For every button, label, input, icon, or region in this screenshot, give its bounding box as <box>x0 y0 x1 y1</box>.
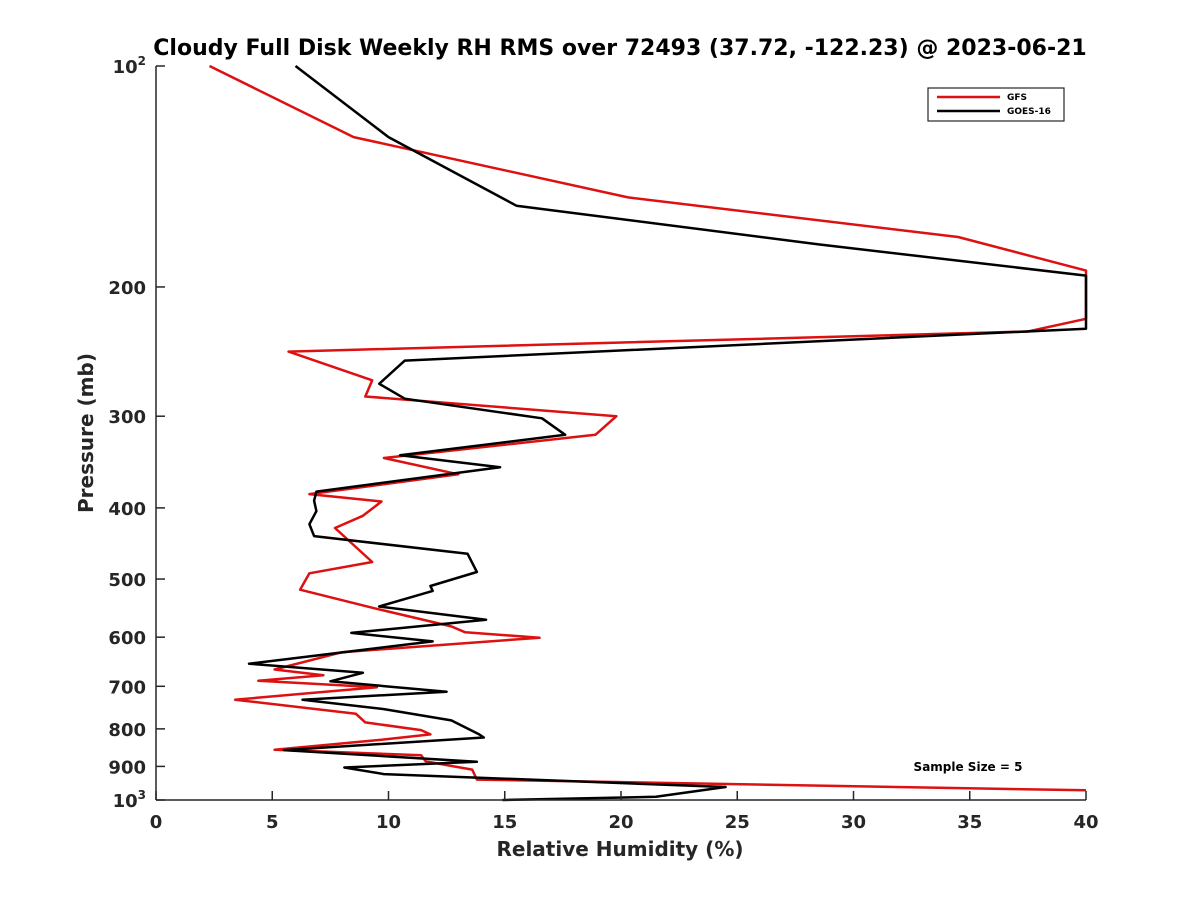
plot-lines <box>208 64 1088 802</box>
y-tick-label: 700 <box>108 677 146 698</box>
legend-box <box>927 87 1065 122</box>
x-tick-label: 35 <box>957 812 982 833</box>
x-tick-label: 0 <box>150 812 163 833</box>
y-tick-label: 900 <box>108 757 146 778</box>
y-tick-label: 200 <box>108 278 146 299</box>
legend-label-gfs: GFS <box>1007 93 1027 103</box>
x-tick-label: 25 <box>725 812 750 833</box>
x-tick-label: 20 <box>608 812 633 833</box>
x-tick-label: 40 <box>1073 812 1098 833</box>
x-tick-label: 10 <box>376 812 401 833</box>
y-tick-label: 800 <box>108 720 146 741</box>
x-tick-label: 30 <box>841 812 866 833</box>
y-tick-label: 400 <box>108 499 146 520</box>
y-tick-label: 300 <box>108 407 146 428</box>
series-line-gfs <box>208 64 1088 792</box>
y-tick-label: 103 <box>113 788 146 812</box>
x-tick-label: 15 <box>492 812 517 833</box>
y-tick-label: 102 <box>113 54 146 78</box>
axes: 0 5 10 15 20 25 30 35 40 102 200 300 400 500 600 700 800… <box>108 54 1098 833</box>
y-axis-label: Pressure (mb) <box>74 353 98 513</box>
series-line-goes-16 <box>247 65 1088 802</box>
x-tick-label: 5 <box>266 812 279 833</box>
sample-size-annotation: Sample Size = 5 <box>914 760 1023 774</box>
legend: GFS GOES-16 <box>927 87 1065 122</box>
legend-label-goes-16: GOES-16 <box>1007 107 1051 117</box>
y-tick-label: 600 <box>108 628 146 649</box>
y-tick-label: 500 <box>108 570 146 591</box>
chart-title: Cloudy Full Disk Weekly RH RMS over 7249… <box>153 36 1086 61</box>
x-axis-label: Relative Humidity (%) <box>496 837 743 861</box>
